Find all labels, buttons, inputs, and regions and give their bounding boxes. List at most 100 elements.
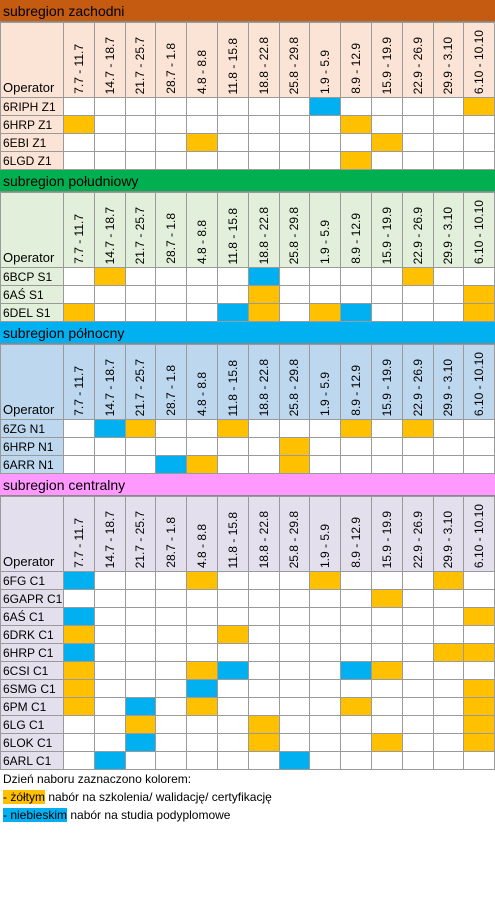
section-table: Operator 7.7 - 11.7 14.7 - 18.7 21.7 - 25.7…	[0, 22, 495, 170]
date-header-cell: 14.7 - 18.7	[93, 192, 126, 268]
empty-cell	[278, 133, 311, 152]
operator-header: Operator	[0, 192, 64, 268]
empty-cell	[401, 285, 434, 304]
empty-cell	[63, 751, 95, 770]
empty-cell	[93, 697, 126, 716]
date-label: 14.7 - 18.7	[102, 510, 117, 568]
training-slot-cell	[124, 715, 157, 734]
date-header-cell: 18.8 - 22.8	[247, 496, 280, 572]
empty-cell	[63, 419, 95, 438]
date-header-cell: 29.9 - 3.10	[432, 22, 465, 98]
empty-cell	[432, 607, 465, 626]
training-slot-cell	[463, 607, 495, 626]
empty-cell	[401, 303, 434, 322]
empty-cell	[155, 115, 188, 134]
operator-name: 6HRP Z1	[0, 115, 64, 134]
postgrad-slot-cell	[247, 267, 280, 286]
operator-row: 6LOK C1	[0, 733, 495, 752]
empty-cell	[370, 97, 403, 116]
empty-cell	[186, 303, 218, 322]
empty-cell	[186, 751, 218, 770]
empty-cell	[186, 97, 218, 116]
empty-cell	[216, 97, 249, 116]
empty-cell	[432, 115, 465, 134]
date-header-cell: 7.7 - 11.7	[63, 344, 95, 420]
date-label: 25.8 - 29.8	[287, 206, 302, 264]
empty-cell	[401, 733, 434, 752]
empty-cell	[340, 715, 372, 734]
date-label: 29.9 - 3.10	[441, 510, 456, 568]
training-slot-cell	[278, 437, 311, 456]
postgrad-slot-cell	[340, 303, 372, 322]
empty-cell	[370, 455, 403, 474]
empty-cell	[432, 303, 465, 322]
section-table: Operator 7.7 - 11.7 14.7 - 18.7 21.7 - 25.7…	[0, 344, 495, 474]
date-header-cell: 18.8 - 22.8	[247, 22, 280, 98]
empty-cell	[216, 455, 249, 474]
empty-cell	[278, 115, 311, 134]
empty-cell	[63, 151, 95, 170]
date-header-cell: 22.9 - 26.9	[401, 192, 434, 268]
operator-header: Operator	[0, 496, 64, 572]
empty-cell	[432, 285, 465, 304]
empty-cell	[186, 285, 218, 304]
empty-cell	[93, 625, 126, 644]
empty-cell	[155, 571, 188, 590]
date-label: 22.9 - 26.9	[410, 206, 425, 264]
training-slot-cell	[370, 661, 403, 680]
operator-name: 6LGD Z1	[0, 151, 64, 170]
date-label: 7.7 - 11.7	[71, 214, 86, 264]
empty-cell	[186, 625, 218, 644]
empty-cell	[463, 455, 495, 474]
empty-cell	[93, 715, 126, 734]
date-label: 1.9 - 5.9	[318, 49, 333, 94]
operator-row: 6EBI Z1	[0, 133, 495, 152]
empty-cell	[278, 643, 311, 662]
date-label: 14.7 - 18.7	[102, 206, 117, 264]
date-header-cell: 14.7 - 18.7	[93, 496, 126, 572]
operator-name: 6GAPR C1	[0, 589, 64, 608]
date-label: 21.7 - 25.7	[133, 510, 148, 568]
operator-name: 6ARR N1	[0, 455, 64, 474]
empty-cell	[278, 303, 311, 322]
empty-cell	[247, 643, 280, 662]
empty-cell	[309, 751, 342, 770]
date-label: 14.7 - 18.7	[102, 358, 117, 416]
empty-cell	[216, 715, 249, 734]
date-label: 28.7 - 1.8	[164, 43, 179, 94]
empty-cell	[432, 133, 465, 152]
empty-cell	[155, 303, 188, 322]
date-label: 1.9 - 5.9	[318, 219, 333, 264]
date-header-cell: 11.8 - 15.8	[216, 344, 249, 420]
empty-cell	[93, 115, 126, 134]
empty-cell	[93, 97, 126, 116]
empty-cell	[186, 267, 218, 286]
date-label: 28.7 - 1.8	[164, 365, 179, 416]
empty-cell	[370, 571, 403, 590]
training-slot-cell	[247, 303, 280, 322]
empty-cell	[278, 661, 311, 680]
empty-cell	[401, 571, 434, 590]
date-header-cell: 15.9 - 19.9	[370, 192, 403, 268]
empty-cell	[186, 607, 218, 626]
empty-cell	[432, 151, 465, 170]
date-label: 25.8 - 29.8	[287, 36, 302, 94]
empty-cell	[340, 437, 372, 456]
date-header-cell: 6.10 - 10.10	[463, 192, 495, 268]
empty-cell	[124, 607, 157, 626]
date-header-cell: 15.9 - 19.9	[370, 22, 403, 98]
empty-cell	[432, 715, 465, 734]
operator-header: Operator	[0, 22, 64, 98]
empty-cell	[124, 151, 157, 170]
operator-name: 6LOK C1	[0, 733, 64, 752]
operator-name: 6FG C1	[0, 571, 64, 590]
date-header-cell: 7.7 - 11.7	[63, 192, 95, 268]
operator-name: 6LG C1	[0, 715, 64, 734]
empty-cell	[93, 607, 126, 626]
operator-row: 6RIPH Z1	[0, 97, 495, 116]
empty-cell	[401, 661, 434, 680]
date-header-cell: 28.7 - 1.8	[155, 344, 188, 420]
training-slot-cell	[340, 697, 372, 716]
date-header-cell: 8.9 - 12.9	[340, 192, 372, 268]
empty-cell	[93, 151, 126, 170]
